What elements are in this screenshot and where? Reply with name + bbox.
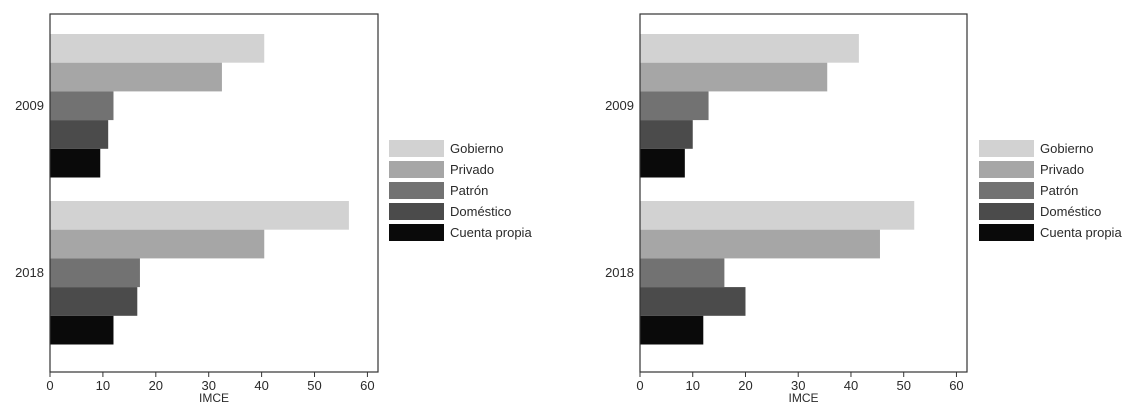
bar-patrón-2009	[50, 91, 114, 121]
legend-label: Patrón	[1040, 183, 1078, 198]
legend-label: Patrón	[450, 183, 488, 198]
plot-frame	[639, 13, 968, 373]
x-tick-label: 20	[738, 378, 752, 393]
bar-cuenta-propia-2018	[50, 315, 114, 345]
legend-swatch-gobierno	[389, 140, 444, 157]
legend-swatch-doméstico	[389, 203, 444, 220]
bar-patrón-2018	[50, 258, 140, 288]
legend-swatch-cuenta-propia	[389, 224, 444, 241]
x-tick-label: 30	[201, 378, 215, 393]
legend-swatch-cuenta-propia	[979, 224, 1034, 241]
x-axis-label: IMCE	[199, 391, 229, 404]
bar-doméstico-2018	[640, 287, 746, 316]
x-tick-label: 40	[254, 378, 268, 393]
x-tick-label: 60	[949, 378, 963, 393]
bar-gobierno-2018	[640, 201, 915, 230]
legend-swatch-privado	[979, 161, 1034, 178]
x-axis-label: IMCE	[789, 391, 819, 404]
bar-cuenta-propia-2009	[50, 148, 101, 178]
chart-left: 2009 2018 0 10 20 30 40 50 60 IMCE Gobierno Privado…	[15, 13, 532, 404]
x-tick-label: 40	[844, 378, 858, 393]
category-label: 2018	[605, 265, 634, 280]
bar-privado-2009	[640, 62, 828, 92]
bar-privado-2018	[50, 229, 265, 259]
bar-cuenta-propia-2018	[640, 315, 704, 345]
x-tick-label: 10	[686, 378, 700, 393]
bar-gobierno-2009	[50, 34, 265, 63]
legend-label: Privado	[450, 162, 494, 177]
legend-label: Privado	[1040, 162, 1084, 177]
x-tick-label: 50	[307, 378, 321, 393]
bar-cuenta-propia-2009	[640, 148, 685, 178]
x-tick-label: 60	[360, 378, 374, 393]
bar-gobierno-2018	[50, 201, 349, 230]
x-tick-label: 50	[896, 378, 910, 393]
bar-doméstico-2018	[50, 287, 138, 316]
legend-label: Doméstico	[450, 204, 511, 219]
bar-patrón-2009	[640, 91, 709, 121]
legend-swatch-gobierno	[979, 140, 1034, 157]
x-tick-label: 0	[636, 378, 643, 393]
legend-label: Cuenta propia	[1040, 225, 1122, 240]
legend-swatch-doméstico	[979, 203, 1034, 220]
legend-label: Gobierno	[450, 141, 503, 156]
category-label: 2009	[15, 98, 44, 113]
bar-gobierno-2009	[640, 34, 859, 63]
category-label: 2009	[605, 98, 634, 113]
x-tick-label: 10	[96, 378, 110, 393]
x-tick-label: 30	[791, 378, 805, 393]
bar-privado-2018	[640, 229, 880, 259]
bar-doméstico-2009	[640, 120, 693, 149]
x-tick-label: 0	[46, 378, 53, 393]
bar-patrón-2018	[640, 258, 725, 288]
legend-label: Gobierno	[1040, 141, 1093, 156]
legend-swatch-privado	[389, 161, 444, 178]
plot-frame	[49, 13, 379, 373]
x-tick-label: 20	[149, 378, 163, 393]
legend-swatch-patrón	[389, 182, 444, 199]
bar-doméstico-2009	[50, 120, 109, 149]
legend-swatch-patrón	[979, 182, 1034, 199]
bar-privado-2009	[50, 62, 222, 92]
legend-label: Cuenta propia	[450, 225, 532, 240]
category-label: 2018	[15, 265, 44, 280]
legend-label: Doméstico	[1040, 204, 1101, 219]
chart-right: 2009 2018 0 10 20 30 40 50 60 IMCE Gobierno Privado…	[605, 13, 1122, 404]
